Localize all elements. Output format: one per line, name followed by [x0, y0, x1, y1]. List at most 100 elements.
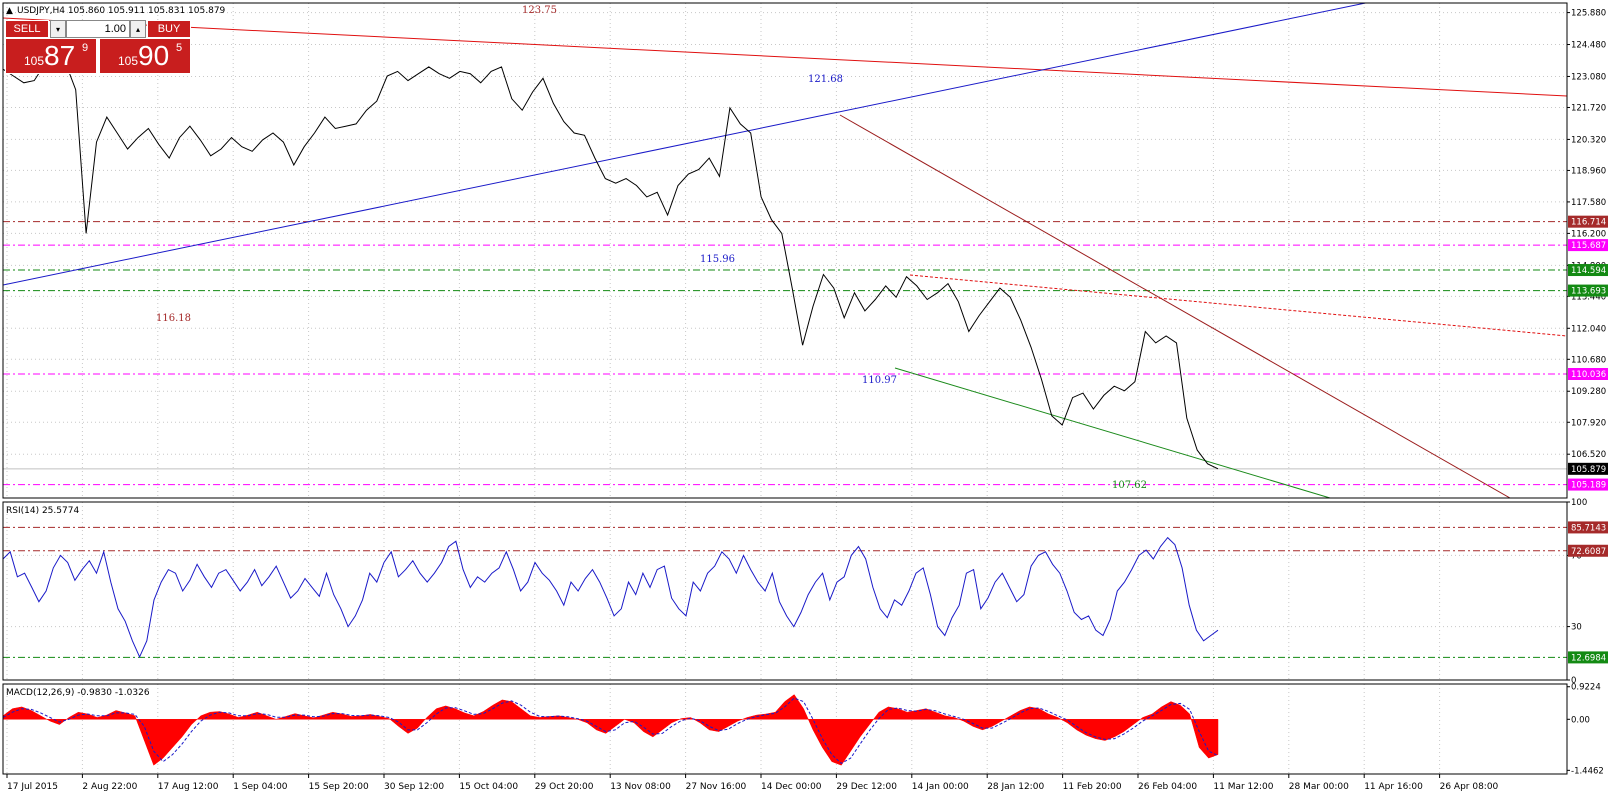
price-axis[interactable]: 125.880 124.480 123.080 121.720 120.320 118.9… — [1567, 9, 1608, 491]
level-price-tag-label: 115.687 — [1571, 241, 1606, 251]
level-price-tag — [1568, 215, 1608, 228]
macd-tick-label: 0.9224 — [1571, 683, 1601, 693]
rsi-levels — [3, 526, 1567, 658]
rsi-tick-label: 30 — [1571, 623, 1582, 633]
time-tick-label: 30 Sep 12:00 — [384, 782, 444, 792]
time-tick-label: 28 Jan 12:00 — [987, 782, 1044, 792]
price-tick-label: 106.520 — [1571, 450, 1606, 460]
price-panel — [2, 2, 1568, 499]
macd-histogram — [3, 694, 1219, 766]
lot-increase-icon[interactable]: ▴ — [130, 20, 146, 38]
level-price-tag — [1568, 544, 1608, 557]
time-tick-label: 15 Sep 20:00 — [309, 782, 369, 792]
time-tick-label: 29 Oct 20:00 — [535, 782, 594, 792]
lot-size-input[interactable] — [66, 20, 130, 38]
macd-signal-line — [3, 697, 1219, 765]
lot-decrease-icon[interactable]: ▾ — [50, 20, 66, 38]
time-tick-label: 26 Apr 08:00 — [1440, 782, 1499, 792]
level-price-tag-label: 114.594 — [1571, 266, 1606, 276]
macd-panel — [2, 683, 1568, 775]
price-tick-label: 121.720 — [1571, 103, 1606, 113]
trendline-red[interactable] — [3, 17, 1567, 97]
buy-price-box[interactable]: 105 90 5 — [99, 38, 191, 74]
symbol-arrow-icon: ▲ — [6, 6, 13, 16]
level-price-tag-label: 72.6087 — [1571, 547, 1606, 557]
price-tick-label: 110.680 — [1571, 355, 1606, 365]
time-axis[interactable]: 17 Jul 2015 2 Aug 22:00 17 Aug 12:00 1 Sep … — [6, 774, 1499, 792]
trendline-blue[interactable] — [3, 0, 1380, 286]
level-price-tag — [1568, 264, 1608, 277]
price-tick-label: 123.080 — [1571, 72, 1606, 82]
time-tick-label: 1 Sep 04:00 — [233, 782, 288, 792]
time-tick-label: 17 Aug 12:00 — [158, 782, 219, 792]
price-tick-label: 125.880 — [1571, 9, 1606, 19]
time-tick-label: 14 Dec 00:00 — [761, 782, 822, 792]
macd-title: MACD(12,26,9) -0.9830 -1.0326 — [6, 688, 150, 698]
trendline-darkred[interactable] — [839, 114, 1511, 498]
symbol-info: USDJPY,H4 105.860 105.911 105.831 105.87… — [17, 6, 226, 16]
price-tick-label: 107.920 — [1571, 418, 1606, 428]
sell-price-box[interactable]: 105 87 9 — [5, 38, 97, 74]
time-tick-label: 2 Aug 22:00 — [82, 782, 137, 792]
level-price-tag — [1568, 651, 1608, 664]
buy-price-main: 90 — [138, 40, 170, 71]
level-price-tag-label: 105.879 — [1571, 465, 1606, 475]
price-tick-label: 117.580 — [1571, 198, 1606, 208]
time-tick-label: 14 Jan 00:00 — [912, 782, 969, 792]
price-tick-label: 113.440 — [1571, 292, 1606, 302]
sell-price-pipette: 9 — [82, 42, 89, 54]
time-tick-label: 11 Apr 16:00 — [1364, 782, 1423, 792]
price-annotation: 110.97 — [862, 375, 897, 386]
level-price-tag-label: 113.693 — [1571, 287, 1606, 297]
price-annotation: 115.96 — [700, 254, 735, 265]
rsi-title: RSI(14) 25.5774 — [6, 506, 79, 516]
price-annotation: 121.68 — [808, 74, 843, 85]
sell-button[interactable]: SELL — [5, 20, 49, 38]
time-tick-label: 17 Jul 2015 — [7, 782, 58, 792]
trendline-green[interactable] — [894, 367, 1331, 498]
price-tick-label: 109.280 — [1571, 387, 1606, 397]
macd-tick-label: 0.00 — [1571, 715, 1590, 725]
buy-price-pipette: 5 — [176, 42, 183, 54]
macd-histogram-area — [3, 694, 1219, 766]
rsi-grid — [3, 502, 1567, 680]
trend-lines — [3, 0, 1567, 498]
level-price-tag-label: 110.036 — [1571, 370, 1606, 380]
price-tick-label: 112.040 — [1571, 324, 1606, 334]
rsi-series-line — [3, 536, 1219, 659]
price-annotation: 107.62 — [1112, 480, 1147, 491]
price-tick-label: 116.200 — [1571, 229, 1606, 239]
level-price-tag — [1568, 478, 1608, 491]
macd-tick-label: -1.4462 — [1571, 766, 1604, 776]
price-series-line — [3, 50, 1219, 470]
time-tick-label: 28 Mar 00:00 — [1289, 782, 1349, 792]
buy-button[interactable]: BUY — [147, 20, 191, 38]
time-tick-label: 15 Oct 04:00 — [459, 782, 518, 792]
one-click-trading-panel: SELL ▾ ▴ BUY 105 87 9 105 90 5 — [5, 20, 191, 74]
price-tick-label: 118.960 — [1571, 166, 1606, 176]
level-price-tag-label: 116.714 — [1571, 218, 1606, 228]
time-tick-label: 29 Dec 12:00 — [836, 782, 897, 792]
level-price-tag-label: 105.189 — [1571, 481, 1606, 491]
time-tick-label: 11 Mar 12:00 — [1213, 782, 1273, 792]
time-tick-label: 11 Feb 20:00 — [1063, 782, 1122, 792]
level-price-tag-label: 12.6984 — [1571, 653, 1606, 663]
level-price-tag — [1568, 367, 1608, 380]
rsi-tick-label: 100 — [1571, 498, 1587, 508]
rsi-tick-label: 0 — [1571, 676, 1576, 686]
level-price-tag — [1568, 462, 1608, 475]
macd-axis[interactable]: 0.9224 0.00 -1.4462 — [1567, 683, 1604, 777]
level-price-tag-label: 85.7143 — [1571, 523, 1606, 533]
price-tick-label: 124.480 — [1571, 41, 1606, 51]
price-annotation: 116.18 — [156, 313, 191, 324]
price-annotation: 123.75 — [522, 5, 557, 16]
level-price-tag — [1568, 521, 1608, 534]
buy-price-prefix: 105 — [118, 54, 139, 68]
time-tick-label: 13 Nov 08:00 — [610, 782, 671, 792]
sell-price-prefix: 105 — [24, 54, 45, 68]
time-tick-label: 27 Nov 16:00 — [686, 782, 747, 792]
price-annotations: 123.75 121.68 115.96 116.18 110.97 107.62 — [156, 5, 1147, 491]
time-tick-label: 26 Feb 04:00 — [1138, 782, 1197, 792]
